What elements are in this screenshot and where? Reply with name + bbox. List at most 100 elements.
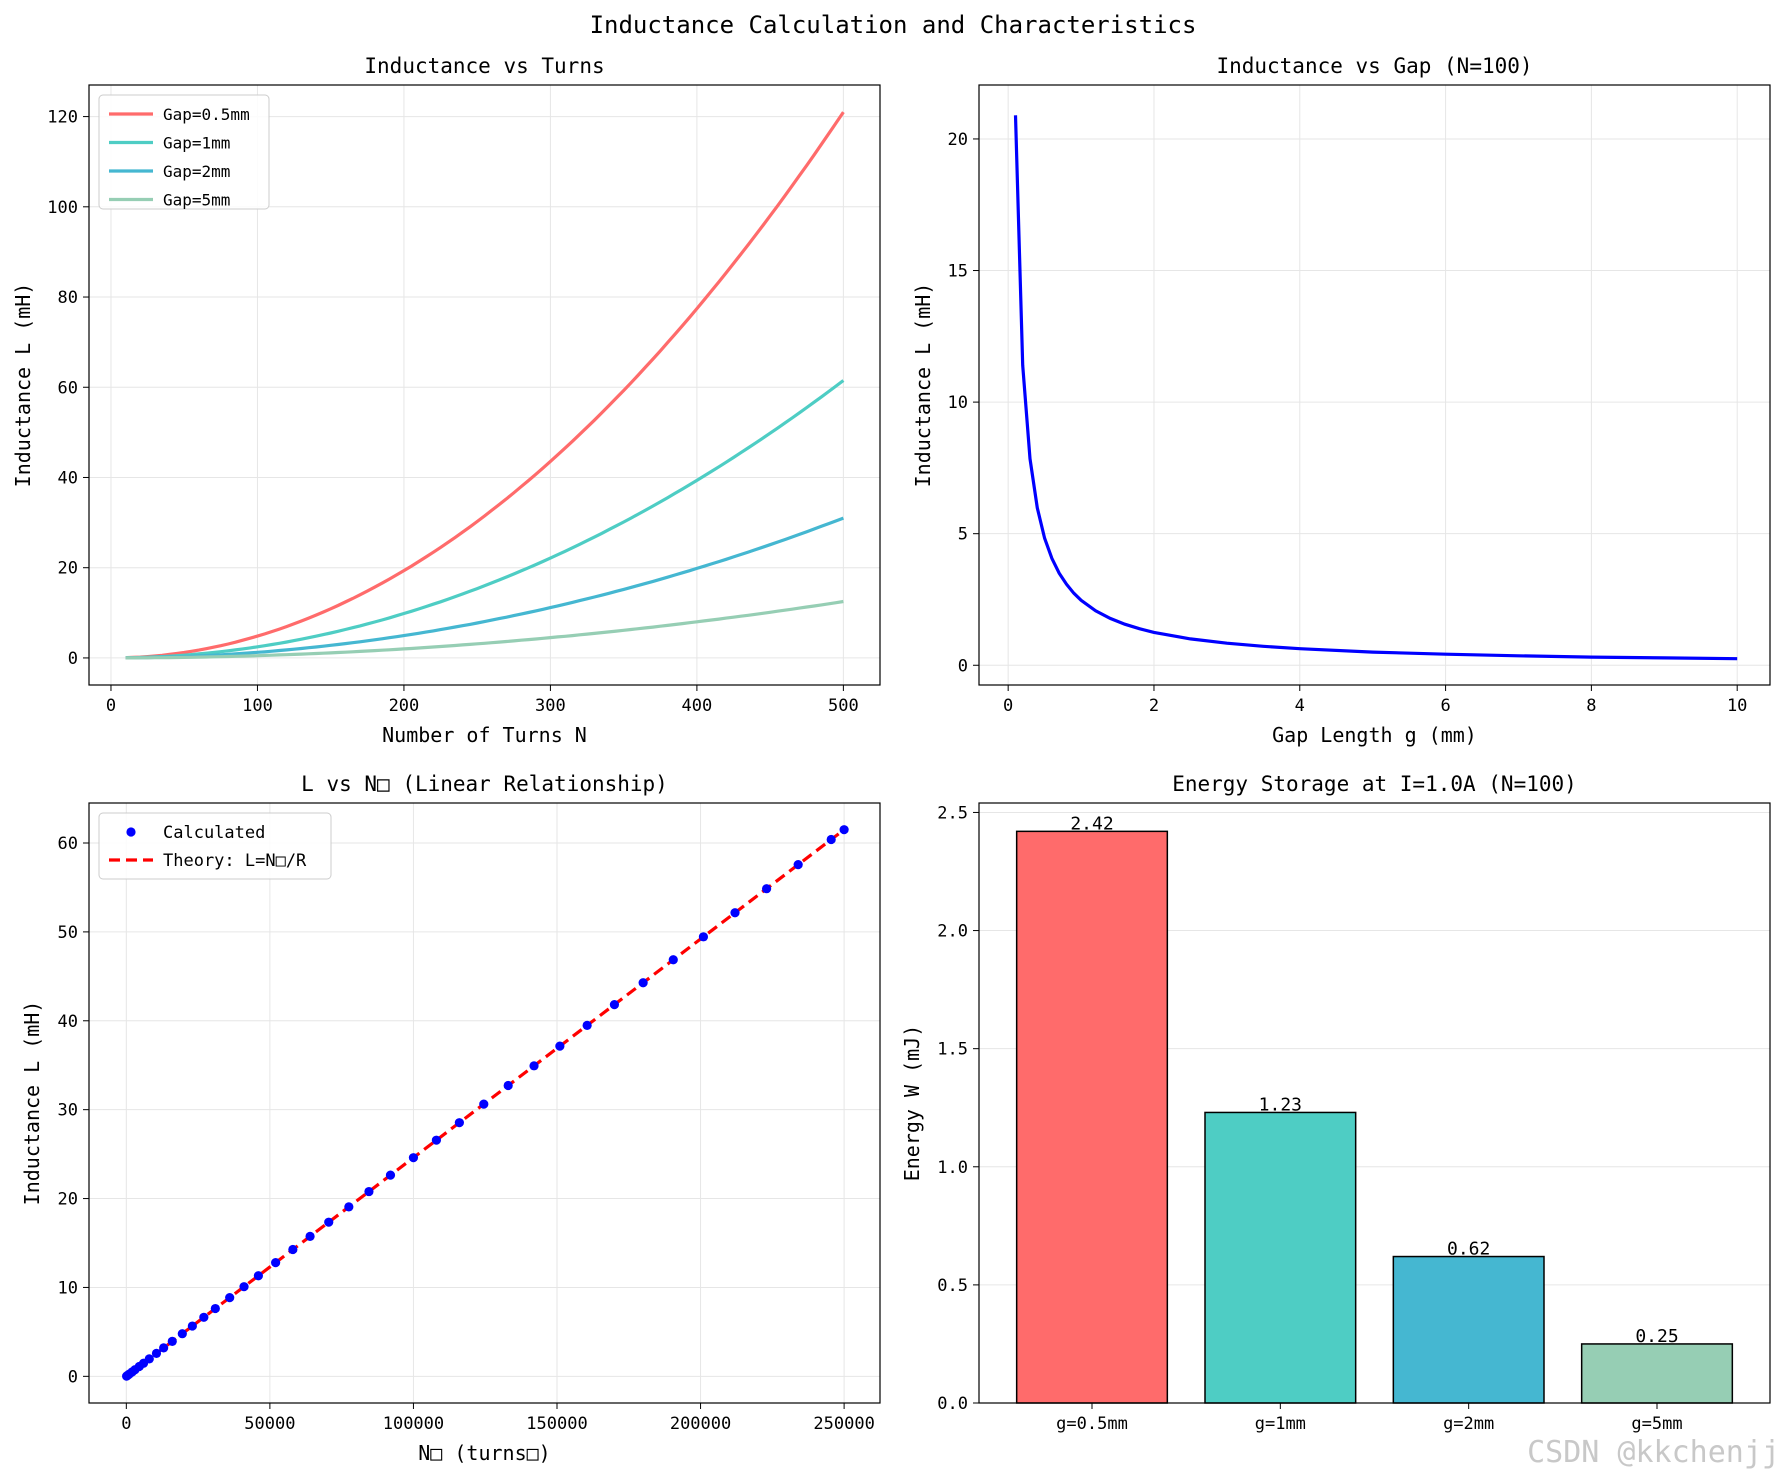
y-tick-label: 1.0 bbox=[937, 1158, 968, 1178]
calculated-point bbox=[253, 1271, 263, 1281]
legend-label: Gap=1mm bbox=[163, 134, 230, 153]
calculated-point bbox=[529, 1061, 539, 1071]
calculated-point bbox=[479, 1099, 489, 1109]
calculated-point bbox=[364, 1186, 374, 1197]
legend-label: Calculated bbox=[163, 823, 265, 843]
y-tick-label: 0 bbox=[68, 1367, 78, 1387]
x-axis-label: Number of Turns N bbox=[382, 723, 587, 747]
y-tick-label: 20 bbox=[948, 130, 968, 150]
x-tick-label: g=2mm bbox=[1443, 1414, 1494, 1434]
plot-frame bbox=[978, 84, 1771, 686]
series-line bbox=[125, 516, 844, 660]
calculated-point bbox=[225, 1293, 235, 1303]
bar bbox=[1392, 1255, 1545, 1404]
x-tick-label: 200 bbox=[389, 696, 420, 716]
y-axis-label: Inductance L (mH) bbox=[11, 283, 35, 488]
x-axis-label: Gap Length g (mm) bbox=[1272, 723, 1477, 747]
y-tick-label: 40 bbox=[58, 468, 78, 488]
series-line bbox=[125, 599, 844, 660]
plot-frame bbox=[88, 802, 881, 1404]
y-axis-label: Inductance L (mH) bbox=[20, 1001, 44, 1206]
y-tick-label: 40 bbox=[58, 1012, 78, 1032]
x-tick-label: 4 bbox=[1295, 696, 1305, 716]
y-tick-label: 120 bbox=[47, 108, 78, 128]
y-tick-label: 30 bbox=[58, 1101, 78, 1121]
calculated-point bbox=[638, 978, 648, 988]
calculated-point bbox=[698, 932, 709, 942]
x-tick-label: 100 bbox=[242, 696, 273, 716]
chart-inductance-vs-turns: 0 100 200 300 400 500 0 20 40 60 80 100 120 Inductanc… bbox=[11, 54, 881, 747]
bar-value-label: 0.25 bbox=[1635, 1326, 1678, 1347]
calculated-point bbox=[761, 884, 772, 894]
x-tick-label: g=0.5mm bbox=[1056, 1414, 1128, 1434]
bar bbox=[1580, 1343, 1734, 1404]
bar bbox=[1015, 830, 1169, 1404]
bar-value-label: 1.23 bbox=[1259, 1094, 1302, 1115]
x-tick-label: 2 bbox=[1149, 696, 1159, 716]
chart-inductance-vs-gap: 0 2 4 6 8 10 0 5 10 15 20 Inductance vs Gap (N=100)… bbox=[911, 54, 1771, 747]
calculated-point bbox=[177, 1329, 187, 1339]
plot-frame bbox=[88, 84, 881, 686]
calculated-point bbox=[826, 834, 836, 845]
x-tick-label: 0 bbox=[1003, 696, 1013, 716]
legend-swatch bbox=[126, 827, 136, 837]
calculated-point bbox=[305, 1231, 315, 1241]
x-tick-label: 10 bbox=[1727, 696, 1747, 716]
calculated-point bbox=[730, 908, 740, 918]
calculated-point bbox=[167, 1336, 177, 1346]
bar bbox=[1204, 1111, 1357, 1404]
chart-title: Inductance vs Turns bbox=[364, 54, 604, 78]
calculated-point bbox=[503, 1080, 513, 1091]
x-tick-label: g=5mm bbox=[1631, 1414, 1682, 1434]
y-tick-label: 20 bbox=[58, 559, 78, 579]
calculated-point bbox=[431, 1135, 442, 1145]
y-tick-label: 80 bbox=[58, 288, 78, 308]
calculated-point bbox=[144, 1354, 154, 1364]
x-tick-label: 6 bbox=[1440, 696, 1450, 716]
x-tick-label: 0 bbox=[121, 1414, 131, 1434]
calculated-point bbox=[210, 1303, 220, 1314]
y-tick-label: 10 bbox=[948, 393, 968, 413]
calculated-point bbox=[151, 1348, 162, 1358]
calculated-point bbox=[187, 1321, 197, 1331]
calculated-point bbox=[288, 1244, 298, 1255]
chart-title: Inductance vs Gap (N=100) bbox=[1216, 54, 1532, 78]
calculated-point bbox=[344, 1202, 354, 1212]
calculated-point bbox=[385, 1170, 396, 1180]
bar-value-label: 2.42 bbox=[1070, 813, 1113, 834]
x-tick-label: 150000 bbox=[526, 1414, 587, 1434]
legend-box bbox=[98, 812, 332, 880]
x-tick-label: 500 bbox=[828, 696, 859, 716]
x-tick-label: 0 bbox=[106, 696, 116, 716]
x-tick-label: g=1mm bbox=[1255, 1414, 1306, 1434]
y-tick-label: 20 bbox=[58, 1190, 78, 1210]
calculated-point bbox=[555, 1041, 565, 1051]
y-tick-label: 2.0 bbox=[937, 922, 968, 942]
x-tick-label: 250000 bbox=[813, 1414, 874, 1434]
figure-title: Inductance Calculation and Characteristi… bbox=[590, 11, 1197, 39]
legend-box bbox=[98, 94, 270, 210]
calculated-point bbox=[159, 1343, 169, 1353]
legend-label: Gap=5mm bbox=[163, 191, 230, 210]
calculated-point bbox=[239, 1282, 249, 1292]
legend-label: Theory: L=N□/R bbox=[163, 851, 307, 871]
y-tick-label: 2.5 bbox=[937, 803, 968, 823]
x-tick-label: 300 bbox=[535, 696, 566, 716]
y-axis-label: Energy W (mJ) bbox=[900, 1025, 924, 1182]
x-tick-label: 200000 bbox=[670, 1414, 731, 1434]
calculated-point bbox=[199, 1312, 209, 1322]
plot-frame bbox=[978, 802, 1771, 1404]
watermark: CSDN @kkchenjj bbox=[1527, 1435, 1780, 1470]
y-tick-label: 5 bbox=[958, 525, 968, 545]
y-tick-label: 60 bbox=[58, 378, 78, 398]
y-tick-label: 100 bbox=[47, 198, 78, 218]
calculated-point bbox=[454, 1118, 464, 1128]
y-tick-label: 15 bbox=[948, 262, 968, 282]
y-tick-label: 0 bbox=[68, 649, 78, 669]
calculated-point bbox=[324, 1217, 334, 1227]
y-tick-label: 0 bbox=[958, 656, 968, 676]
y-tick-label: 60 bbox=[58, 834, 78, 854]
x-tick-label: 100000 bbox=[383, 1414, 444, 1434]
series-line bbox=[1013, 115, 1738, 661]
